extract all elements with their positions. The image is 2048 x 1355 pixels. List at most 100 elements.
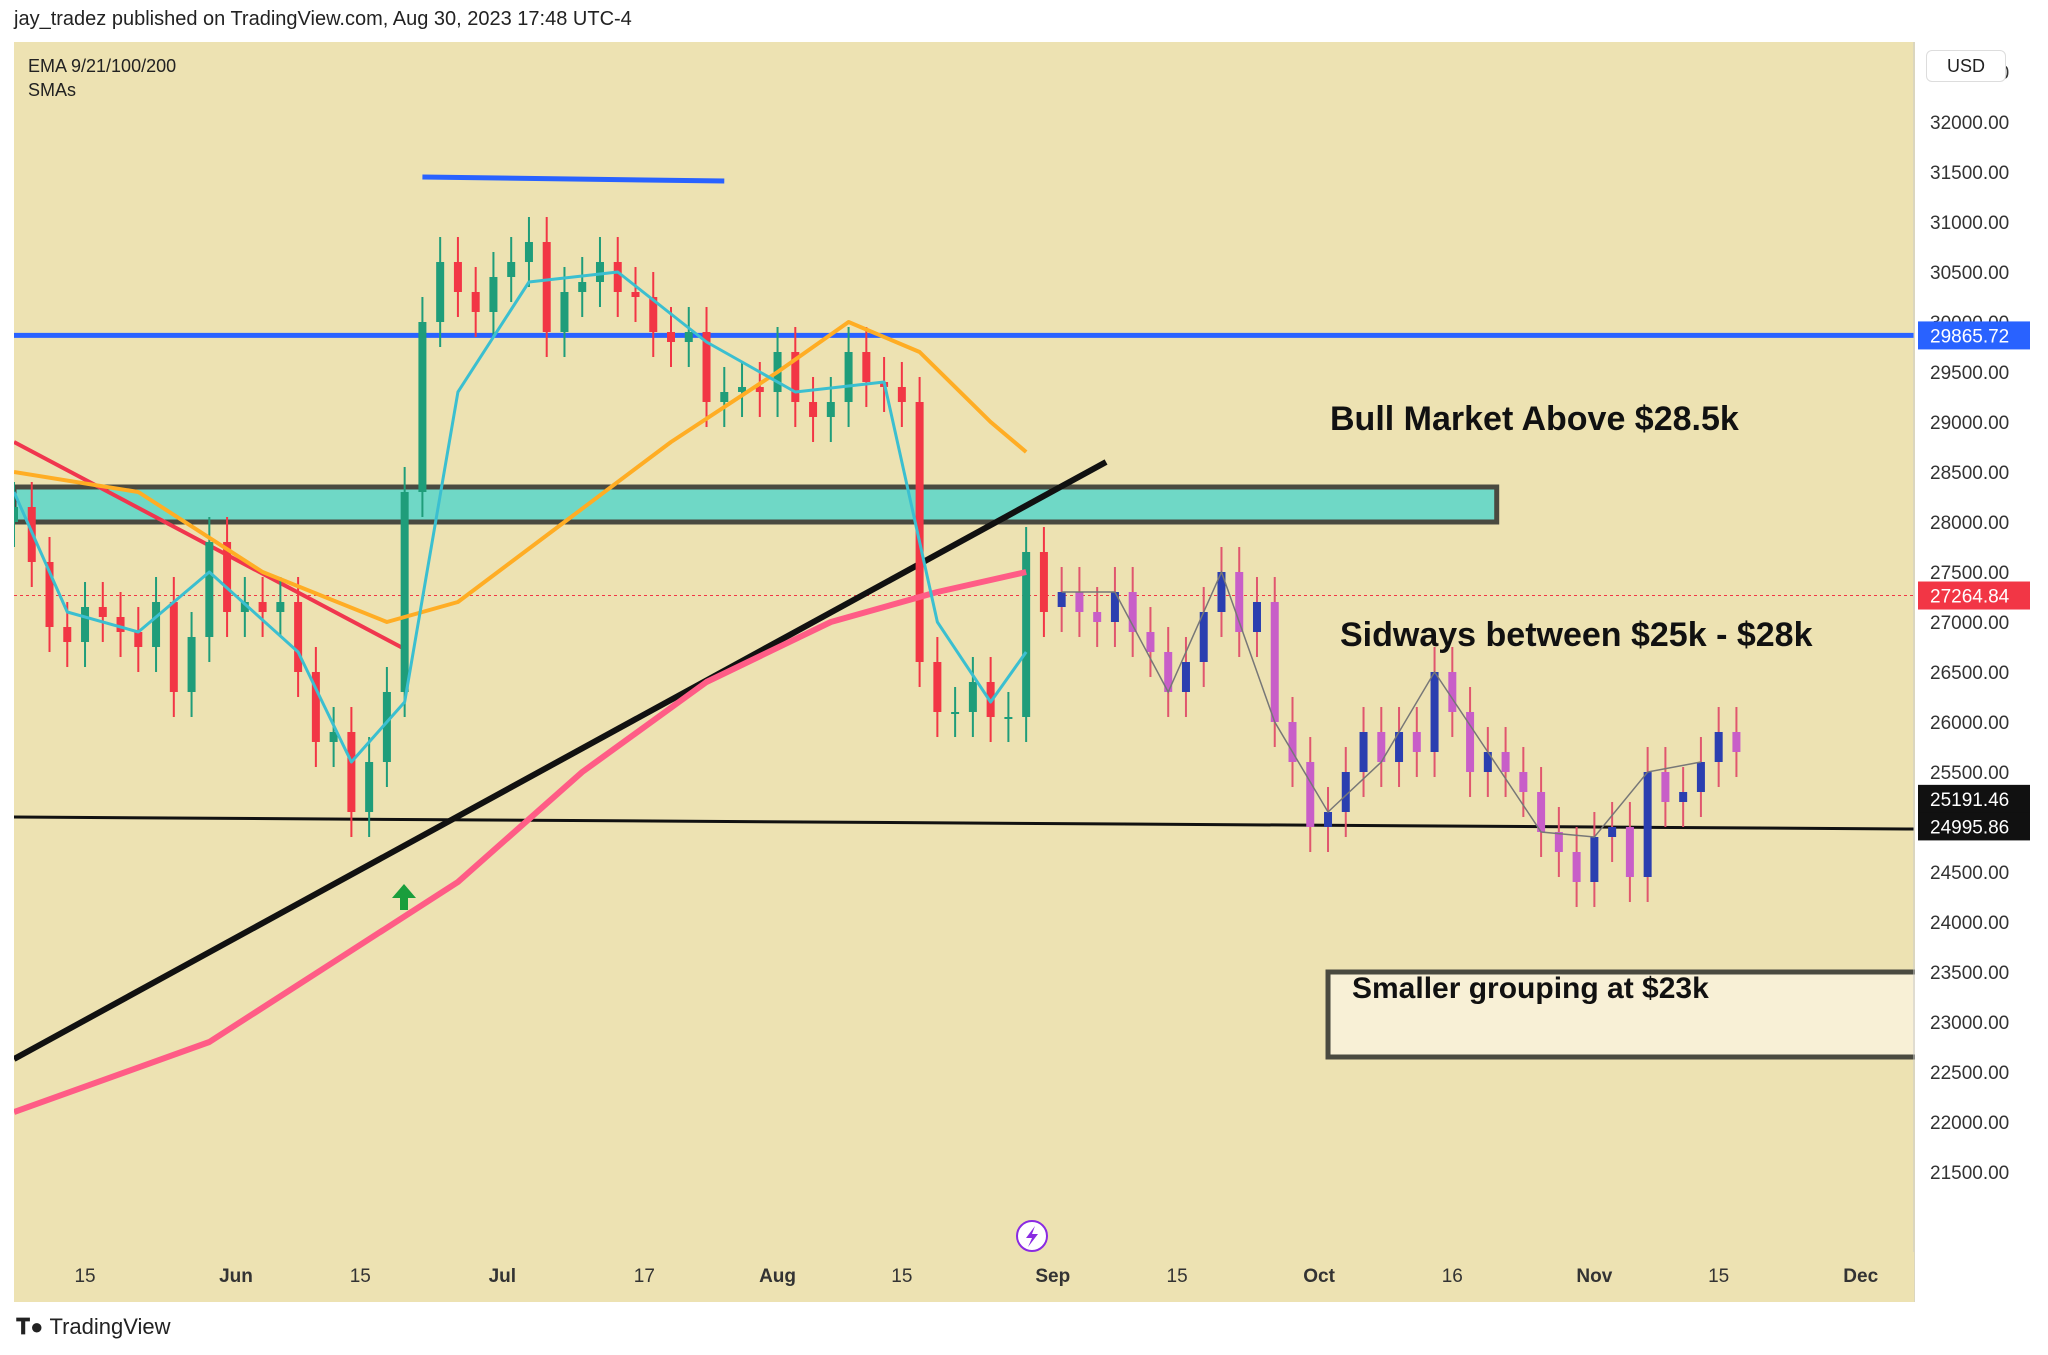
y-tick-label: 29000.00: [1930, 413, 2009, 434]
candle-body: [1146, 632, 1155, 652]
candle-body: [1537, 792, 1546, 832]
y-tick-label: 29500.00: [1930, 363, 2009, 384]
candle-body: [524, 242, 533, 262]
publisher-line: jay_tradez published on TradingView.com,…: [14, 8, 632, 30]
candle-body: [240, 602, 249, 612]
candle-body: [738, 387, 747, 392]
candle-body: [81, 607, 90, 642]
current-price-tag-bg: [1918, 581, 2030, 610]
currency-button[interactable]: USD: [1926, 50, 2006, 82]
candle-body: [63, 627, 72, 642]
price-tag-b-bg: [1918, 812, 2030, 841]
candle-body: [1377, 732, 1386, 762]
candle-body: [897, 387, 906, 402]
candle-body: [507, 262, 516, 277]
y-tick-label: 31500.00: [1930, 163, 2009, 184]
candle-body: [347, 732, 356, 812]
y-tick-label: 22000.00: [1930, 1113, 2009, 1134]
candle-body: [862, 352, 871, 382]
resistance-price-tag-bg: [1918, 321, 2030, 350]
candle-body: [826, 402, 835, 417]
candle-body: [45, 562, 54, 627]
y-tick-label: 27500.00: [1930, 563, 2009, 584]
candle-body: [489, 277, 498, 312]
price-tag-a-bg: [1918, 784, 2030, 813]
candle-body: [223, 542, 232, 612]
x-tick-label: 17: [634, 1266, 655, 1287]
candle-body: [595, 262, 604, 282]
footer-brand: 𝐓● TradingView: [16, 1314, 171, 1340]
price-tag-a-label: 25191.46: [1930, 790, 2009, 811]
x-tick-label: 15: [891, 1266, 912, 1287]
candle-body: [258, 602, 267, 612]
x-tick-label: Sep: [1035, 1266, 1070, 1287]
candle-body: [1128, 592, 1137, 632]
candle-body: [1661, 772, 1670, 802]
candle-body: [1288, 722, 1297, 762]
y-tick-label: 30500.00: [1930, 263, 2009, 284]
x-tick-label: Dec: [1843, 1266, 1878, 1287]
lightning-icon[interactable]: [1016, 1220, 1048, 1252]
indicator-legend[interactable]: EMA 9/21/100/200 SMAs: [28, 54, 176, 102]
ema-pink-line: [14, 569, 1027, 1115]
x-tick-label: Jul: [489, 1266, 516, 1287]
ema-cyan-line: [14, 270, 1028, 764]
candle-body: [702, 332, 711, 402]
candle-body: [382, 692, 391, 762]
y-axis-background: [1915, 42, 2034, 1302]
candle-body: [329, 732, 338, 742]
candle-body: [1270, 602, 1279, 722]
candle-body: [1181, 662, 1190, 692]
candle-body: [1679, 792, 1688, 802]
candle-body: [418, 322, 427, 492]
y-tick-label: 32000.00: [1930, 113, 2009, 134]
candle-body: [684, 332, 693, 342]
candle-body: [1004, 717, 1013, 719]
y-tick-label: 26000.00: [1930, 713, 2009, 734]
candle-body: [1554, 832, 1563, 852]
x-tick-label: Jun: [219, 1266, 253, 1287]
candle-body: [98, 607, 107, 617]
tradingview-logo-icon: 𝐓●: [16, 1314, 44, 1339]
candle-body: [1732, 732, 1741, 752]
top-range-line: [422, 174, 725, 184]
candle-body: [1412, 732, 1421, 752]
candle-body: [968, 682, 977, 712]
y-tick-label: 21500.00: [1930, 1163, 2009, 1184]
footer-brand-label: TradingView: [49, 1314, 171, 1339]
y-tick-label: 28000.00: [1930, 513, 2009, 534]
lower-support-box: [1325, 969, 1921, 1060]
y-tick-label: 23500.00: [1930, 963, 2009, 984]
candle-body: [578, 282, 587, 292]
y-tick-label: 31000.00: [1930, 213, 2009, 234]
candle-body: [1466, 712, 1475, 772]
resistance-price-tag-label: 29865.72: [1930, 326, 2009, 347]
resistance-price-tag: 29865.72: [1918, 321, 2030, 350]
legend-sma-label: SMAs: [28, 80, 77, 100]
candle-body: [542, 242, 551, 332]
x-axis-background: [14, 1252, 1914, 1302]
x-tick-label: Oct: [1303, 1266, 1335, 1287]
candle-body: [1235, 572, 1244, 632]
candle-body: [116, 617, 125, 632]
price-chart[interactable]: 32500.0032000.0031500.0031000.0030500.00…: [14, 42, 2034, 1302]
candle-body: [951, 712, 960, 714]
candle-body: [915, 402, 924, 662]
candle-body: [1306, 762, 1315, 827]
candle-body: [1164, 652, 1173, 692]
candle-body: [311, 672, 320, 742]
candle-body: [169, 602, 178, 692]
candle-body: [1608, 827, 1617, 837]
current-price-tag-label: 27264.84: [1930, 587, 2010, 608]
x-tick-label: 15: [1167, 1266, 1188, 1287]
x-tick-label: 15: [350, 1266, 371, 1287]
candle-body: [134, 632, 143, 647]
candle-body: [1430, 672, 1439, 752]
ema-orange-line: [14, 320, 1028, 624]
price-tag-b: 24995.86: [1918, 812, 2030, 841]
y-tick-label: 28500.00: [1930, 463, 2009, 484]
candle-body: [1643, 772, 1652, 877]
price-tag-b-label: 24995.86: [1930, 817, 2009, 838]
candle-body: [1022, 552, 1031, 717]
candle-body: [1324, 812, 1333, 827]
